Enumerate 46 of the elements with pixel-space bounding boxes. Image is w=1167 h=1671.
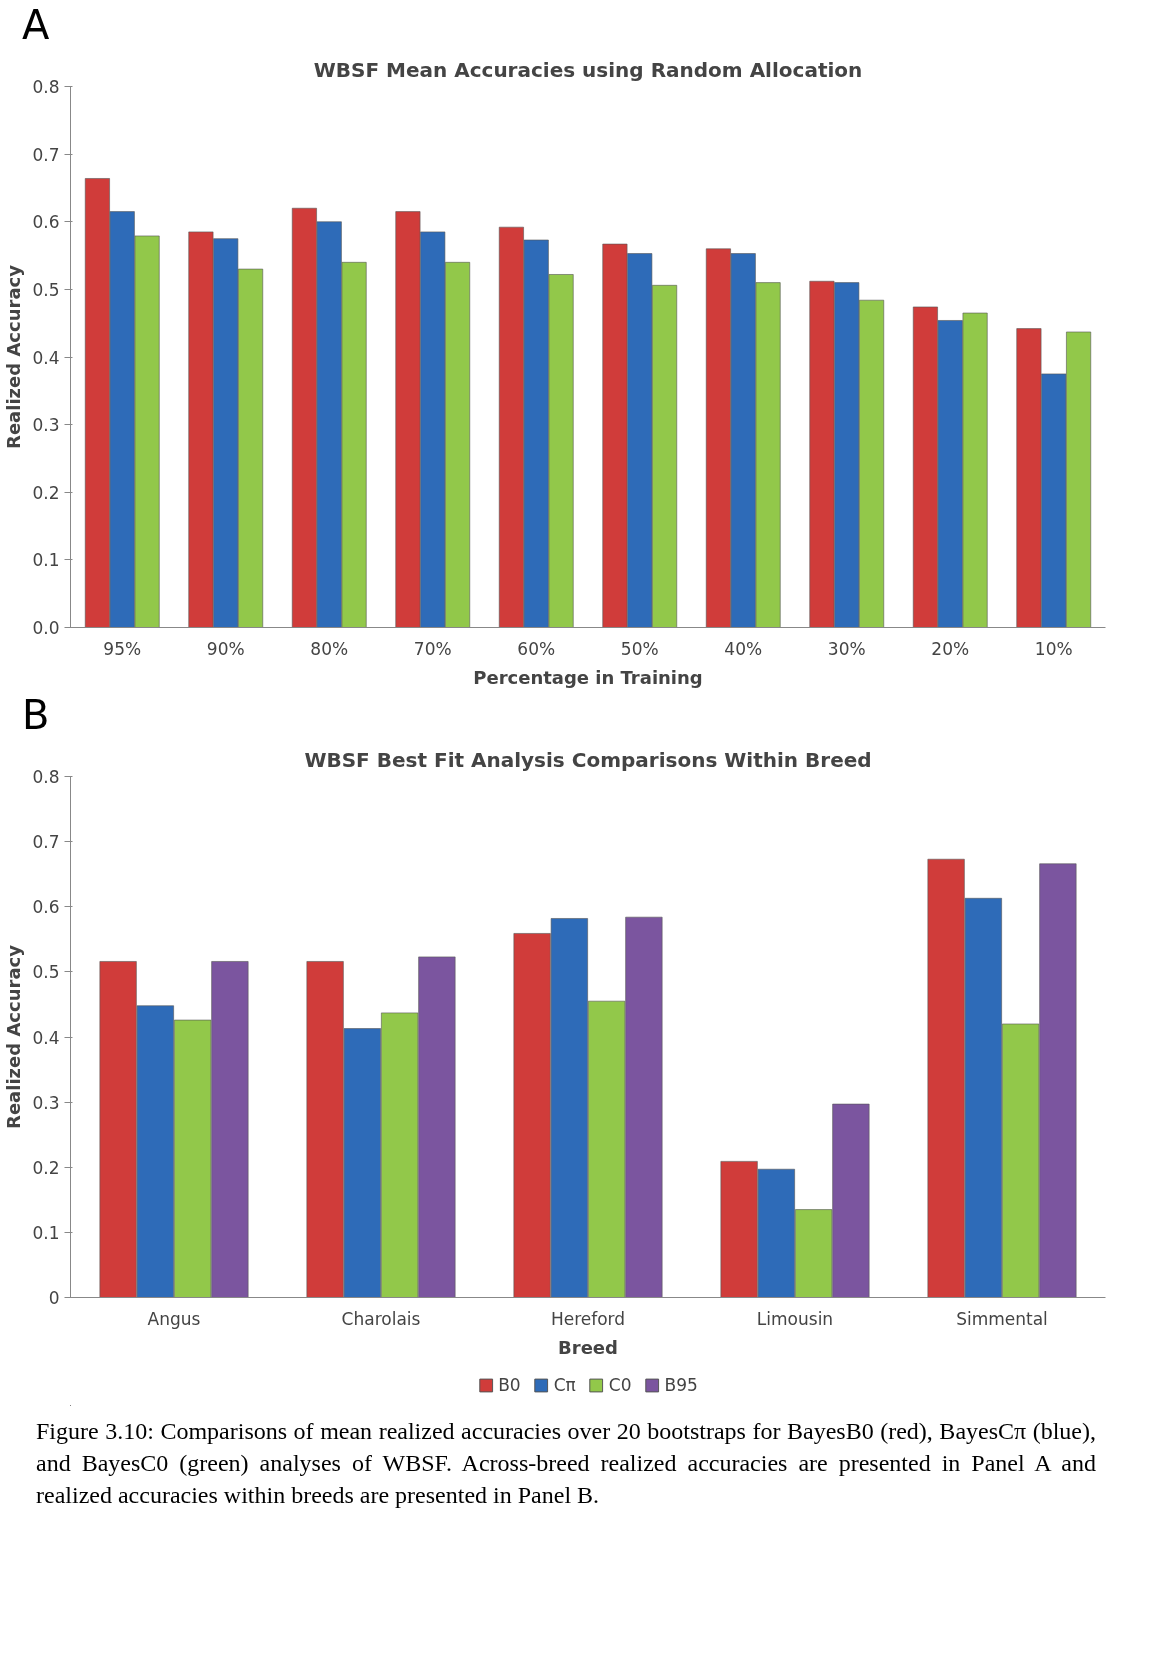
y-tick-label: 0.4 <box>32 347 60 368</box>
y-tick-label: 0.2 <box>32 1157 60 1178</box>
y-tick-label: 0.6 <box>32 212 60 233</box>
x-tick-label: 95% <box>103 638 142 659</box>
x-tick-label: 40% <box>724 638 763 659</box>
y-tick-label: 0.8 <box>32 767 60 787</box>
text: B <box>22 692 50 738</box>
x-tick-label: 70% <box>413 638 452 659</box>
x-tick-label: 50% <box>620 638 659 659</box>
y-tick-label: 0.1 <box>32 550 60 571</box>
y-tick-label: 0.5 <box>32 962 60 983</box>
x-tick-label: Angus <box>147 1308 201 1329</box>
y-tick-label: 0.2 <box>32 482 60 503</box>
y-tick-label: 0.6 <box>32 897 60 918</box>
y-axis-title: Realized Accuracy <box>3 944 25 1129</box>
x-tick-label: Limousin <box>756 1308 834 1329</box>
text: A <box>22 2 50 48</box>
y-tick-label: 0 <box>48 1288 60 1308</box>
y-tick-label: 0.0 <box>32 618 60 638</box>
y-tick-label: 0.3 <box>32 415 60 436</box>
legend-label: Cπ <box>553 1375 576 1395</box>
x-tick-label: 80% <box>310 638 349 659</box>
legend-label: B0 <box>498 1375 521 1395</box>
y-tick-label: 0.7 <box>32 832 60 853</box>
x-tick-label: 10% <box>1034 638 1073 659</box>
x-tick-label: Charolais <box>341 1308 421 1329</box>
legend-label: B95 <box>664 1375 698 1395</box>
chart-title: WBSF Best Fit Analysis Comparisons Within Breed <box>304 747 872 772</box>
x-axis-title: Percentage in Training <box>473 666 703 688</box>
y-tick-label: 0.8 <box>32 77 60 97</box>
y-tick-label: 0.3 <box>32 1092 60 1113</box>
caption: Figure 3.10: Comparisons of mean realized accuracies over 20 bootstraps for BayesB0 (red), BayesCπ (blue), and BayesC0 (green) analyses of WBSF. Across-breed realized accuracies are presented in Panel A and realized accuracies within breeds are presented in Panel B. <box>36 1417 1096 1510</box>
y-axis-title: Realized Accuracy <box>3 264 25 449</box>
y-tick-label: 0.7 <box>32 144 60 165</box>
x-tick-label: 30% <box>827 638 866 659</box>
x-tick-label: 60% <box>517 638 556 659</box>
x-tick-label: Simmental <box>956 1308 1048 1329</box>
x-tick-label: 90% <box>206 638 245 659</box>
y-tick-label: 0.5 <box>32 279 60 300</box>
chart-title: WBSF Mean Accuracies using Random Allocation <box>313 57 863 82</box>
x-axis-title: Breed <box>558 1336 618 1358</box>
y-tick-label: 0.1 <box>32 1222 60 1243</box>
legend-label: C0 <box>608 1375 632 1395</box>
x-tick-label: 20% <box>931 638 970 659</box>
y-tick-label: 0.4 <box>32 1027 60 1048</box>
x-tick-label: Hereford <box>550 1308 626 1329</box>
